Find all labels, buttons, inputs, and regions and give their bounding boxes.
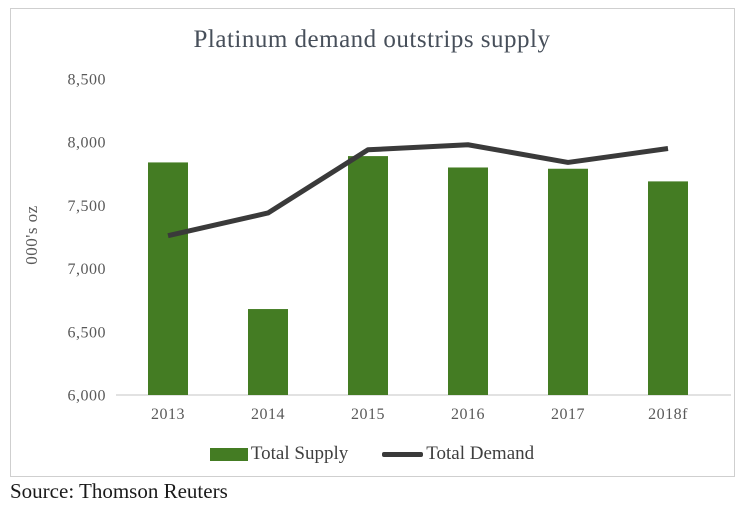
y-tick-label: 6,500: [68, 324, 107, 341]
x-tick-label-2013: 2013: [151, 406, 185, 423]
y-tick-label: 8,500: [68, 72, 107, 89]
x-tick-label-2017: 2017: [551, 406, 585, 423]
supply-bar-2017: [548, 168, 588, 395]
x-tick-label-2015: 2015: [351, 406, 385, 423]
x-tick-label-2016: 2016: [451, 406, 485, 423]
chart-title: Platinum demand outstrips supply: [193, 26, 551, 53]
demand-line: [167, 142, 669, 239]
x-tick-label-2014: 2014: [251, 406, 285, 423]
legend-label-demand: Total Demand: [426, 443, 535, 464]
demand-line-swatch-icon: [382, 451, 424, 457]
legend-item-total-demand: Total Demand: [382, 443, 534, 465]
y-tick-label: 7,500: [68, 198, 107, 215]
y-tick-label: 7,000: [68, 261, 107, 278]
supply-bar-2015: [348, 156, 388, 395]
supply-bar-2018f: [648, 181, 688, 395]
legend-item-total-supply: Total Supply: [209, 443, 349, 465]
y-tick-label: 6,000: [68, 388, 107, 405]
legend-label-supply: Total Supply: [250, 443, 349, 464]
supply-bar-2016: [448, 167, 488, 395]
supply-bar-2014: [248, 309, 288, 395]
chart-legend: Total Supply Total Demand: [0, 443, 744, 465]
x-tick-label-2018f: 2018f: [648, 406, 688, 423]
source-note: Source: Thomson Reuters: [10, 479, 228, 503]
supply-bar-2013: [148, 162, 188, 395]
y-tick-label: 8,000: [68, 135, 107, 152]
supply-bar-swatch-icon: [209, 447, 248, 461]
